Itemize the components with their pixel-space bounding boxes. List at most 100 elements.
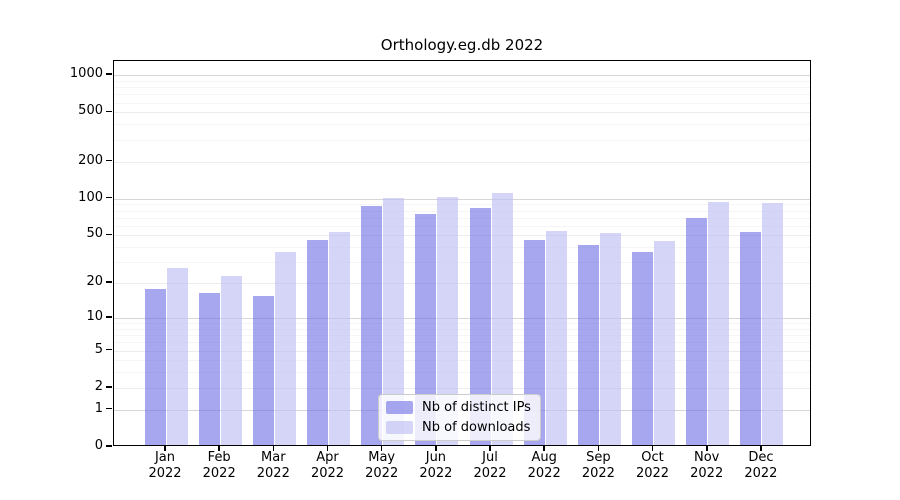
y-tick-mark bbox=[106, 407, 112, 410]
grid-line bbox=[114, 87, 810, 89]
y-tick-label: 10 bbox=[86, 308, 103, 324]
x-tick-mark bbox=[706, 446, 708, 451]
x-tick-mark bbox=[218, 446, 220, 451]
grid-line bbox=[114, 198, 810, 200]
x-tick-mark bbox=[326, 446, 329, 451]
x-tick-mark bbox=[380, 446, 383, 451]
grid-line bbox=[114, 247, 810, 249]
x-tick-label: Jul 2022 bbox=[473, 450, 507, 481]
grid-line bbox=[114, 323, 810, 325]
grid-line bbox=[114, 112, 810, 114]
x-tick-mark bbox=[760, 446, 762, 451]
grid-line bbox=[114, 262, 810, 264]
x-tick-label: Oct 2022 bbox=[635, 450, 670, 481]
grid-line bbox=[114, 328, 810, 330]
grid-line bbox=[114, 217, 810, 219]
y-tick-label: 20 bbox=[86, 274, 103, 290]
grid-line bbox=[114, 124, 810, 126]
y-tick-label: 0 bbox=[94, 438, 103, 453]
bar-distinct-ips-jan bbox=[144, 289, 166, 445]
legend-item-downloads: Nb of downloads bbox=[386, 420, 531, 435]
grid-line bbox=[114, 235, 810, 237]
legend-label-downloads: Nb of downloads bbox=[422, 420, 531, 435]
y-tick-mark bbox=[106, 386, 112, 388]
grid-line bbox=[114, 342, 810, 344]
y-tick-mark bbox=[106, 281, 112, 283]
x-tick-label: Mar 2022 bbox=[256, 450, 290, 481]
bar-downloads-oct bbox=[654, 241, 675, 445]
y-tick-mark bbox=[106, 159, 112, 162]
x-tick-label: Feb 2022 bbox=[202, 450, 236, 481]
y-tick-mark bbox=[106, 110, 112, 113]
x-tick-label: Aug 2022 bbox=[527, 450, 561, 481]
y-tick-mark bbox=[106, 233, 112, 236]
grid-line bbox=[114, 210, 810, 212]
x-tick-label: Nov 2022 bbox=[690, 450, 724, 481]
x-tick-mark bbox=[489, 446, 491, 451]
bar-downloads-mar bbox=[274, 252, 296, 445]
bar-distinct-ips-may bbox=[361, 205, 383, 445]
bar-distinct-ips-jul bbox=[469, 207, 491, 445]
x-tick-label: May 2022 bbox=[365, 450, 399, 481]
x-tick-label: Sep 2022 bbox=[581, 450, 615, 481]
y-tick-mark bbox=[106, 196, 112, 199]
grid-line bbox=[114, 94, 810, 96]
y-tick-label: 500 bbox=[78, 103, 103, 119]
legend: Nb of distinct IPs Nb of downloads bbox=[378, 394, 541, 441]
bar-downloads-jan bbox=[166, 267, 188, 445]
x-tick-mark bbox=[435, 446, 437, 451]
grid-line bbox=[114, 372, 810, 374]
bar-distinct-ips-aug bbox=[523, 240, 545, 445]
grid-line bbox=[114, 387, 810, 389]
y-tick-label: 2 bbox=[94, 378, 103, 394]
x-tick-mark bbox=[272, 446, 275, 451]
bar-distinct-ips-feb bbox=[198, 292, 220, 445]
x-tick-label: Dec 2022 bbox=[744, 450, 778, 481]
grid-line bbox=[114, 102, 810, 104]
bar-distinct-ips-dec bbox=[740, 232, 762, 445]
grid-line bbox=[114, 225, 810, 227]
x-tick-mark bbox=[597, 446, 600, 451]
y-tick-label: 5 bbox=[94, 341, 103, 357]
grid-line bbox=[114, 139, 810, 141]
legend-label-distinct-ips: Nb of distinct IPs bbox=[422, 400, 531, 415]
plot-area bbox=[113, 60, 811, 446]
grid-line bbox=[114, 350, 810, 352]
bar-distinct-ips-nov bbox=[686, 217, 708, 445]
bar-downloads-aug bbox=[545, 231, 567, 445]
y-tick-mark bbox=[106, 348, 112, 351]
grid-line bbox=[114, 75, 810, 77]
bar-downloads-jun bbox=[437, 197, 459, 445]
y-tick-label: 50 bbox=[86, 226, 103, 242]
grid-line bbox=[114, 283, 810, 285]
bar-distinct-ips-jun bbox=[415, 214, 437, 445]
bar-downloads-sep bbox=[599, 233, 621, 445]
y-tick-label: 1 bbox=[94, 400, 103, 416]
grid-line bbox=[114, 360, 810, 362]
bar-distinct-ips-apr bbox=[307, 240, 328, 445]
x-tick-mark bbox=[543, 446, 545, 451]
bar-distinct-ips-mar bbox=[252, 295, 274, 445]
bar-downloads-apr bbox=[329, 232, 350, 445]
legend-swatch-downloads-icon bbox=[386, 421, 413, 434]
bar-downloads-jul bbox=[491, 193, 513, 445]
x-tick-mark bbox=[164, 446, 166, 451]
x-tick-mark bbox=[651, 446, 654, 451]
grid-line bbox=[114, 317, 810, 319]
bar-distinct-ips-sep bbox=[577, 245, 599, 445]
y-tick-mark bbox=[106, 316, 112, 318]
y-tick-mark bbox=[106, 73, 112, 75]
x-tick-label: Apr 2022 bbox=[310, 450, 345, 481]
y-tick-label: 1000 bbox=[69, 66, 103, 82]
grid-line bbox=[114, 80, 810, 82]
grid-line bbox=[114, 161, 810, 163]
x-tick-label: Jan 2022 bbox=[148, 450, 182, 481]
y-tick-mark bbox=[106, 445, 112, 447]
bar-distinct-ips-oct bbox=[632, 252, 653, 445]
grid-line bbox=[114, 335, 810, 337]
y-tick-label: 100 bbox=[78, 189, 103, 205]
legend-item-distinct-ips: Nb of distinct IPs bbox=[386, 400, 531, 415]
chart-title: Orthology.eg.db 2022 bbox=[380, 36, 544, 54]
y-tick-label: 200 bbox=[78, 152, 103, 168]
